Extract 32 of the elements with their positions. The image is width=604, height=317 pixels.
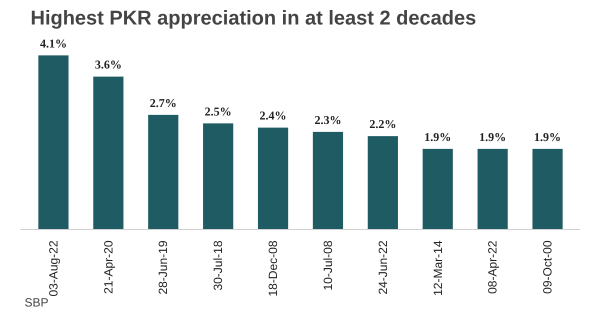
data-label: 4.1% (40, 36, 67, 50)
data-label: 2.2% (369, 117, 396, 132)
data-label: 2.7% (150, 96, 177, 110)
x-tick-label: 30-Jul-18 (211, 240, 226, 291)
x-tick-label: 12-Mar-14 (430, 240, 445, 296)
data-label: 3.6% (94, 58, 122, 72)
x-tick-label: 09-Oct-00 (540, 240, 555, 294)
x-tick-label: 24-Jun-22 (376, 240, 390, 295)
x-tick-label: 03-Aug-22 (46, 240, 60, 297)
bar (312, 132, 344, 230)
bar (148, 114, 178, 230)
data-label: 1.9% (424, 130, 452, 144)
chart-title: Highest PKR appreciation in at least 2 decades (30, 8, 476, 30)
x-tick-label: 10-Jul-08 (320, 240, 335, 291)
bar (532, 148, 563, 230)
data-label: 1.9% (534, 130, 562, 144)
bar (38, 55, 69, 230)
bar (203, 123, 234, 230)
bar (258, 128, 288, 230)
data-label: 2.3% (314, 112, 342, 127)
bar (93, 76, 124, 230)
text: SBP (24, 296, 49, 310)
bar (478, 148, 508, 230)
x-tick-label: 28-Jun-19 (156, 240, 170, 295)
bar (422, 148, 453, 230)
bar (368, 136, 398, 230)
data-label: 2.4% (260, 108, 287, 123)
x-tick-label: 08-Apr-22 (486, 240, 500, 294)
data-label: 1.9% (479, 130, 506, 144)
data-label: 2.5% (204, 104, 232, 118)
x-tick-label: 21-Apr-20 (101, 240, 116, 294)
x-tick-label: 18-Dec-08 (266, 240, 280, 297)
